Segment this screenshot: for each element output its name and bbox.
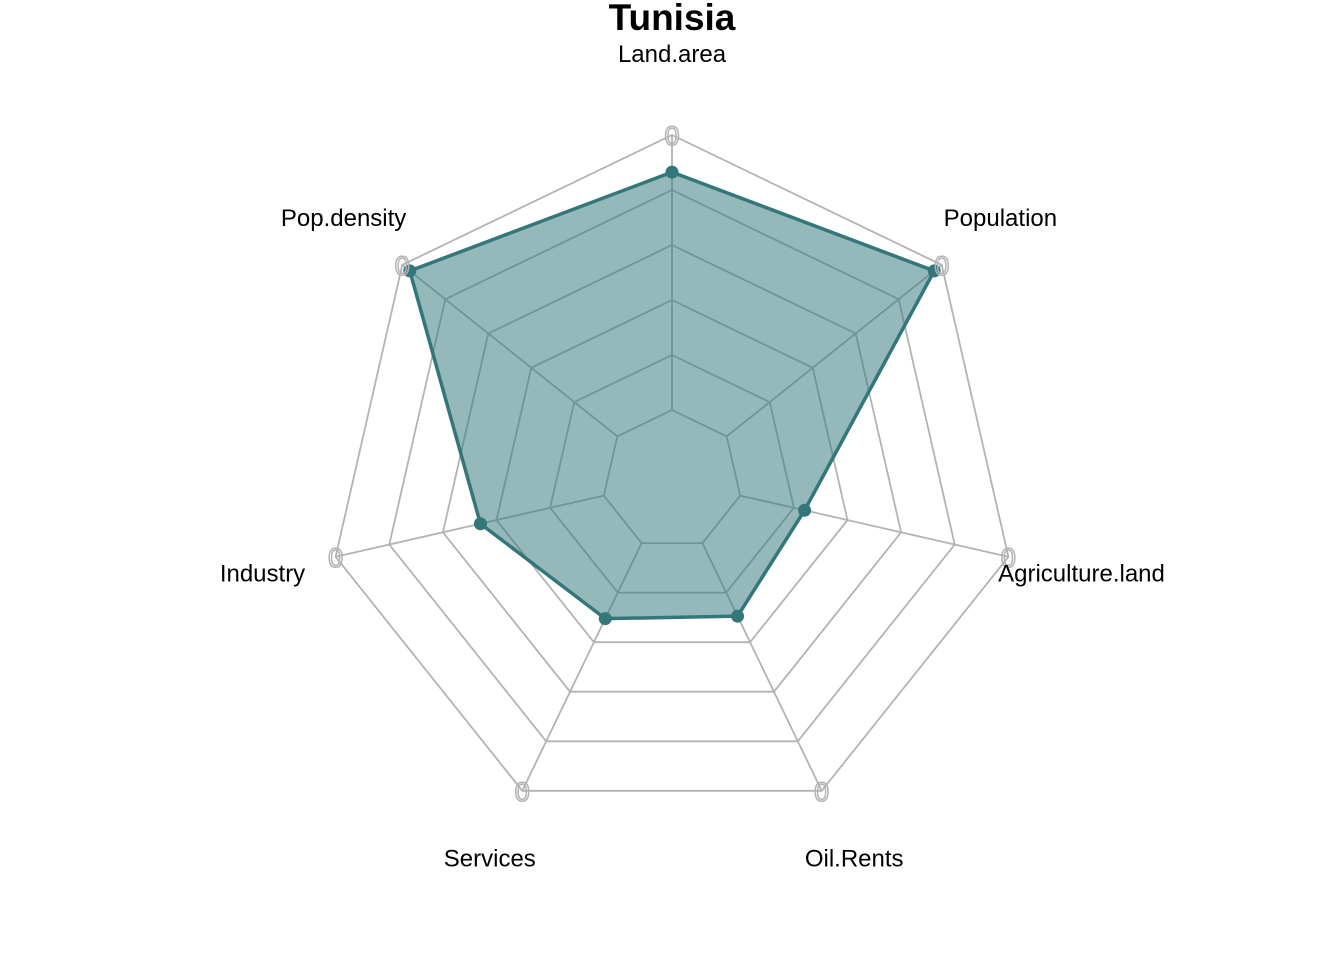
series-area [408,170,936,621]
data-point [927,264,941,278]
data-point [731,609,745,623]
series-group [403,165,941,626]
axis-label: Oil.Rents [805,845,904,872]
axis-label: Agriculture.land [998,561,1165,588]
data-point [598,612,612,626]
tick-label: 0 [1001,543,1016,573]
tick-label: 0 [664,121,679,151]
data-point [665,165,679,179]
axis-label: Pop.density [281,205,406,232]
tick-label: 0 [934,251,949,281]
axis-label: Land.area [618,41,727,68]
axis-labels: Land.area Population Agriculture.land Oil.R… [220,41,1165,872]
chart-title: Tunisia [609,0,736,38]
grid-ring [334,134,1010,792]
tick-label: 0 [395,251,410,281]
tick-label: 0 [328,543,343,573]
axis-label: Population [944,205,1057,232]
tick-label: 0 [814,777,829,807]
tick-label: 0 [515,777,530,807]
data-point [403,264,417,278]
data-point [798,503,812,517]
tick-labels: 0 0 0 0 0 0 0 [327,120,1016,807]
axis-label: Industry [220,561,305,588]
data-point [473,517,487,531]
axis-label: Services [444,845,536,872]
